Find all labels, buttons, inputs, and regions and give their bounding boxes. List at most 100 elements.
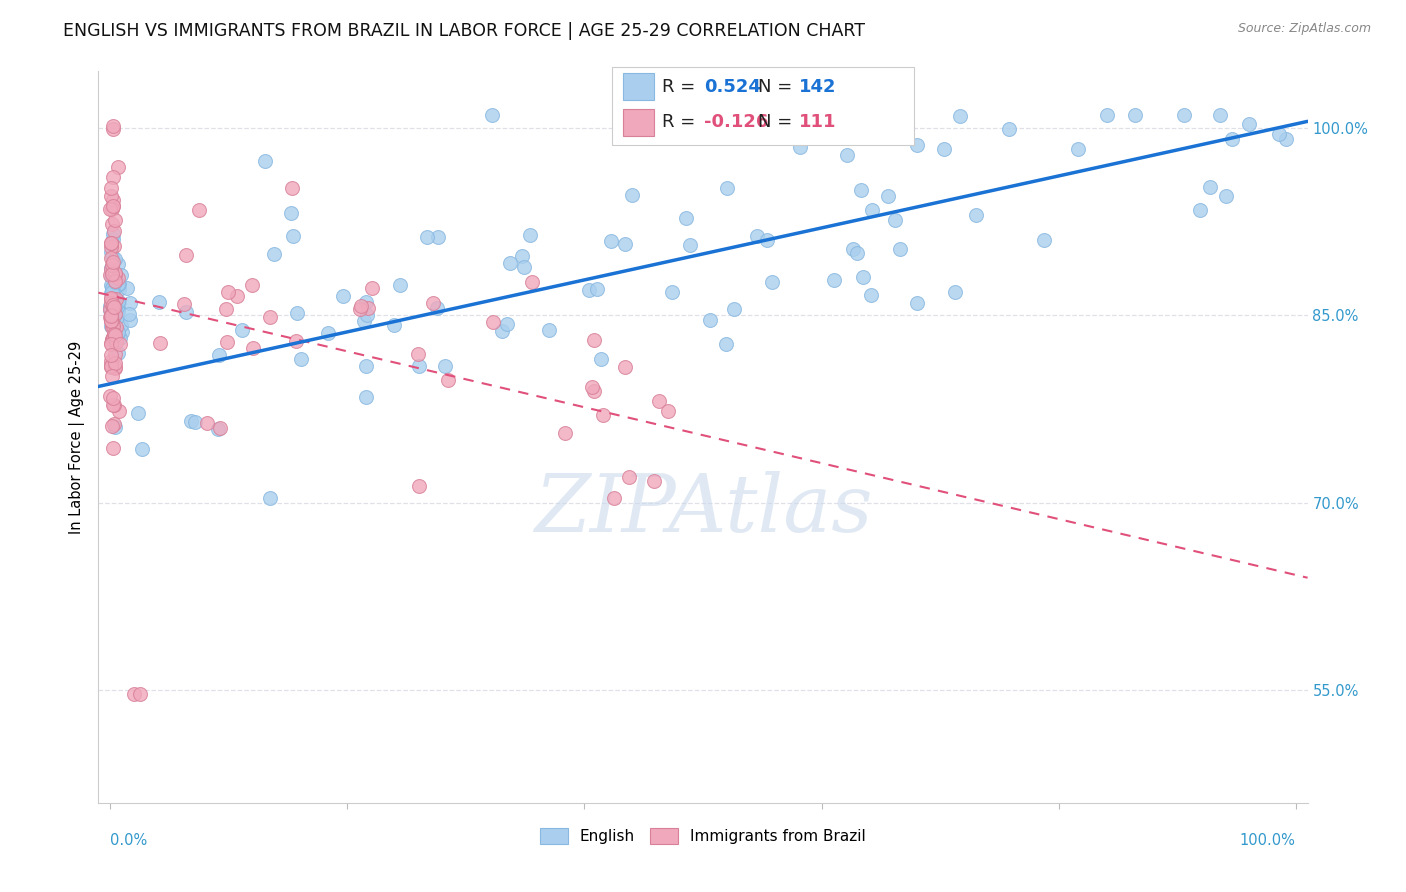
Point: [231, 324, 253, 338]
Point: [761, 276, 783, 290]
Point: [100, 268, 122, 282]
Point: [107, 277, 129, 292]
Point: [101, 285, 124, 299]
Point: [354, 359, 377, 373]
Point: [101, 441, 124, 455]
Point: [998, 122, 1021, 136]
Point: [422, 295, 444, 310]
Point: [118, 307, 141, 321]
Point: [100, 277, 122, 292]
Point: [581, 379, 603, 393]
Point: [107, 295, 129, 310]
Point: [905, 137, 928, 152]
Point: [600, 234, 623, 248]
Point: [103, 417, 125, 431]
Point: [107, 304, 129, 318]
Point: [679, 238, 702, 252]
Point: [613, 360, 636, 375]
Point: [716, 337, 738, 351]
Point: [699, 313, 721, 327]
Point: [100, 240, 122, 254]
Point: [101, 368, 124, 383]
Point: [1215, 188, 1237, 202]
Point: [837, 148, 859, 162]
Point: [100, 301, 122, 316]
Point: [103, 361, 125, 376]
Point: [104, 335, 127, 350]
Point: [101, 122, 124, 136]
Point: [105, 320, 128, 334]
Point: [100, 311, 122, 326]
Point: [965, 208, 987, 222]
Point: [101, 284, 124, 298]
Point: [318, 326, 340, 341]
Point: [101, 330, 124, 344]
Point: [259, 491, 281, 505]
Point: [103, 224, 125, 238]
Text: 100.0%: 100.0%: [1240, 833, 1296, 848]
Point: [1199, 180, 1222, 194]
Point: [823, 273, 845, 287]
Point: [283, 229, 305, 244]
Point: [104, 274, 127, 288]
Point: [491, 324, 513, 338]
Point: [131, 442, 153, 456]
Point: [107, 345, 129, 359]
Point: [434, 359, 457, 373]
Point: [263, 247, 285, 261]
Point: [98, 310, 121, 324]
Point: [100, 319, 122, 334]
Point: [723, 301, 745, 316]
Point: [789, 140, 811, 154]
Point: [259, 310, 281, 325]
Point: [107, 256, 129, 270]
Point: [242, 277, 264, 292]
Point: [108, 277, 131, 291]
Point: [115, 281, 138, 295]
Point: [538, 323, 561, 337]
Point: [107, 160, 129, 174]
Point: [100, 236, 122, 251]
Point: [98, 389, 121, 403]
Point: [406, 347, 429, 361]
Point: [100, 262, 122, 277]
Point: [101, 281, 124, 295]
Point: [932, 142, 955, 156]
Point: [108, 283, 131, 297]
Point: [122, 687, 145, 701]
Point: [842, 242, 865, 256]
Point: [105, 292, 128, 306]
Point: [408, 359, 430, 373]
Point: [100, 295, 122, 310]
Point: [426, 301, 449, 315]
Point: [101, 298, 124, 312]
Point: [207, 421, 229, 435]
Text: 0.0%: 0.0%: [110, 833, 148, 848]
Point: [101, 249, 124, 263]
Point: [104, 420, 127, 434]
Point: [104, 347, 127, 361]
Point: [589, 351, 612, 366]
Point: [100, 245, 122, 260]
Point: [675, 211, 697, 225]
Point: [101, 280, 124, 294]
Point: [103, 391, 125, 405]
Point: [104, 275, 127, 289]
Point: [100, 349, 122, 363]
Point: [101, 311, 124, 326]
Point: [1173, 108, 1195, 122]
Point: [173, 296, 195, 310]
Point: [1275, 132, 1298, 146]
Point: [103, 300, 125, 314]
Point: [100, 359, 122, 373]
Point: [100, 282, 122, 296]
Point: [1268, 127, 1291, 141]
Point: [104, 300, 127, 314]
Point: [101, 266, 124, 280]
Text: N =: N =: [758, 78, 797, 95]
Point: [101, 314, 124, 328]
Point: [617, 470, 640, 484]
Point: [499, 256, 522, 270]
Point: [100, 202, 122, 216]
Point: [226, 289, 249, 303]
